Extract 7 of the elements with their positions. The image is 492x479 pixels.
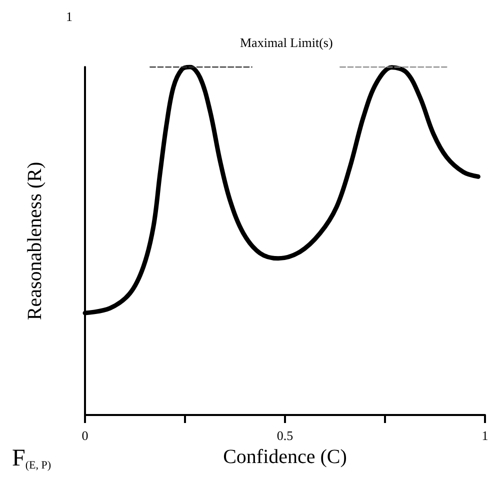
y-axis-title: Reasonableness (R)	[24, 162, 46, 320]
text: 1	[66, 9, 72, 24]
x-tick-label: 0	[82, 428, 88, 443]
x-tick-label: 0.5	[276, 428, 294, 443]
text: Maximal Limit(s)	[240, 35, 333, 50]
x-tick-label: 1	[482, 428, 488, 443]
x-axis-title: Confidence (C)	[223, 446, 347, 468]
